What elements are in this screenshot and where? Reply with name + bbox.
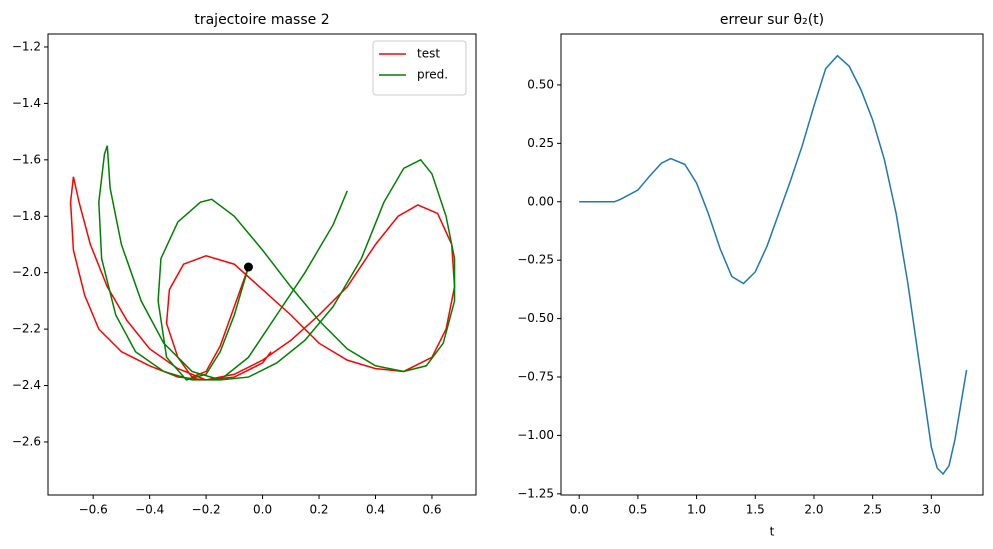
x-tick-label: −0.2 — [192, 503, 221, 517]
y-tick-label: −0.75 — [517, 370, 554, 384]
x-tick-label: 0.6 — [422, 503, 441, 517]
y-tick-label: −2.4 — [12, 378, 41, 392]
x-tick-label: 0.4 — [366, 503, 385, 517]
x-tick-label: −0.4 — [135, 503, 164, 517]
y-tick-label: −1.00 — [517, 428, 554, 442]
series-line — [579, 54, 968, 476]
x-tick-label: 0.2 — [309, 503, 328, 517]
y-tick-label: −2.0 — [12, 265, 41, 279]
chart-title: trajectoire masse 2 — [194, 12, 329, 28]
x-tick-label: 1.0 — [687, 503, 706, 517]
series-line — [69, 176, 456, 381]
series-line — [98, 145, 456, 381]
y-tick-label: 0.00 — [527, 194, 554, 208]
y-tick-label: 0.25 — [527, 136, 554, 150]
legend-label: test — [417, 47, 440, 61]
x-tick-label: 2.5 — [863, 503, 882, 517]
y-tick-label: −1.2 — [12, 39, 41, 53]
point — [243, 262, 253, 272]
x-tick-label: 0.0 — [253, 503, 272, 517]
legend-label: pred. — [417, 68, 448, 82]
x-tick-label: 2.0 — [804, 503, 823, 517]
x-tick-label: 1.5 — [746, 503, 765, 517]
y-tick-label: 0.50 — [527, 77, 554, 91]
chart-title: erreur sur θ₂(t) — [720, 12, 824, 28]
y-tick-label: −1.8 — [12, 209, 41, 223]
x-tick-label: 3.0 — [922, 503, 941, 517]
x-tick-label: 0.5 — [628, 503, 647, 517]
y-tick-label: −0.50 — [517, 311, 554, 325]
x-tick-label: 0.0 — [570, 503, 589, 517]
x-axis-label: t — [770, 525, 775, 539]
y-tick-label: −1.25 — [517, 486, 554, 500]
y-tick-label: −1.4 — [12, 96, 41, 110]
y-tick-label: −2.6 — [12, 434, 41, 448]
axes-frame — [47, 33, 477, 496]
y-tick-label: −1.6 — [12, 152, 41, 166]
y-tick-label: −2.2 — [12, 322, 41, 336]
axes-frame — [560, 33, 984, 496]
y-tick-label: −0.25 — [517, 253, 554, 267]
x-tick-label: −0.6 — [79, 503, 108, 517]
